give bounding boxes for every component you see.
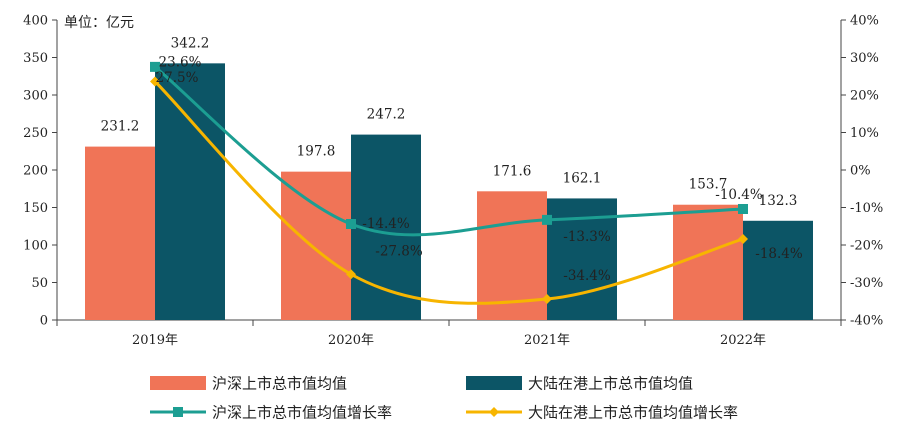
- bar-value-label: 132.3: [759, 193, 798, 209]
- growth-line: [154, 65, 744, 237]
- right-y-tick-label: 30%: [850, 51, 879, 66]
- right-y-tick-label: 40%: [850, 14, 879, 29]
- bar-value-label: 197.8: [297, 144, 336, 160]
- left-y-tick-label: 400: [23, 14, 48, 29]
- legend-label: 沪深上市总市值均值: [212, 375, 347, 393]
- x-tick-label: 2021年: [524, 333, 570, 348]
- left-y-tick-label: 250: [23, 126, 48, 141]
- legend-marker: [489, 407, 499, 417]
- line-point-marker: [346, 219, 356, 229]
- bar-value-label: 171.6: [493, 163, 532, 179]
- left-y-tick-label: 100: [23, 239, 48, 254]
- left-y-tick-label: 150: [23, 201, 48, 216]
- line-value-label: -27.8%: [375, 243, 423, 259]
- line-value-label: -10.4%: [715, 187, 763, 203]
- x-tick-label: 2020年: [328, 333, 374, 348]
- line-point-marker: [150, 76, 160, 87]
- left-y-tick-label: 200: [23, 164, 48, 179]
- legend-label: 大陆在港上市总市值均值增长率: [528, 404, 738, 422]
- bar-value-label: 231.2: [101, 119, 140, 135]
- legend-swatch: [150, 376, 206, 390]
- bar: [743, 220, 813, 320]
- x-tick-label: 2019年: [132, 333, 178, 348]
- bar: [281, 171, 351, 320]
- legend-marker: [173, 407, 183, 417]
- line-value-label: -14.4%: [362, 216, 410, 232]
- bar-value-label: 162.1: [563, 170, 602, 186]
- legend-label: 大陆在港上市总市值均值: [528, 375, 693, 393]
- line-point-marker: [738, 204, 748, 214]
- line-point-marker: [542, 214, 552, 225]
- unit-label: 单位：亿元: [64, 15, 134, 31]
- right-y-tick-label: -40%: [850, 314, 883, 329]
- right-y-tick-label: 10%: [850, 126, 879, 141]
- right-y-tick-label: 20%: [850, 89, 879, 104]
- bar-value-label: 153.7: [689, 177, 728, 193]
- line-value-label: -34.4%: [563, 268, 611, 284]
- line-value-label: -13.3%: [563, 229, 611, 245]
- left-y-tick-label: 350: [23, 51, 48, 66]
- line-point-marker: [150, 61, 160, 72]
- right-y-tick-label: 0%: [850, 164, 871, 179]
- bar: [155, 63, 225, 320]
- x-tick-label: 2022年: [720, 333, 766, 348]
- line-value-label: -18.4%: [755, 246, 803, 262]
- bar: [85, 146, 155, 320]
- line-value-label: 27.5%: [156, 70, 199, 86]
- left-y-tick-label: 0: [40, 314, 48, 329]
- left-y-tick-label: 50: [31, 276, 48, 291]
- right-y-tick-label: -10%: [850, 201, 883, 216]
- bar: [673, 204, 743, 320]
- line-point-marker: [542, 294, 552, 304]
- bar-value-label: 342.2: [171, 35, 210, 51]
- growth-line: [153, 80, 744, 305]
- legend-swatch: [466, 376, 522, 390]
- right-y-tick-label: -30%: [850, 276, 883, 291]
- left-y-tick-label: 300: [23, 89, 48, 104]
- right-y-tick-label: -20%: [850, 239, 883, 254]
- legend-label: 沪深上市总市值均值增长率: [212, 404, 392, 422]
- line-point-marker: [346, 269, 356, 280]
- bar-value-label: 247.2: [367, 107, 406, 123]
- line-point-marker: [738, 234, 748, 244]
- line-value-label: 23.6%: [159, 55, 202, 71]
